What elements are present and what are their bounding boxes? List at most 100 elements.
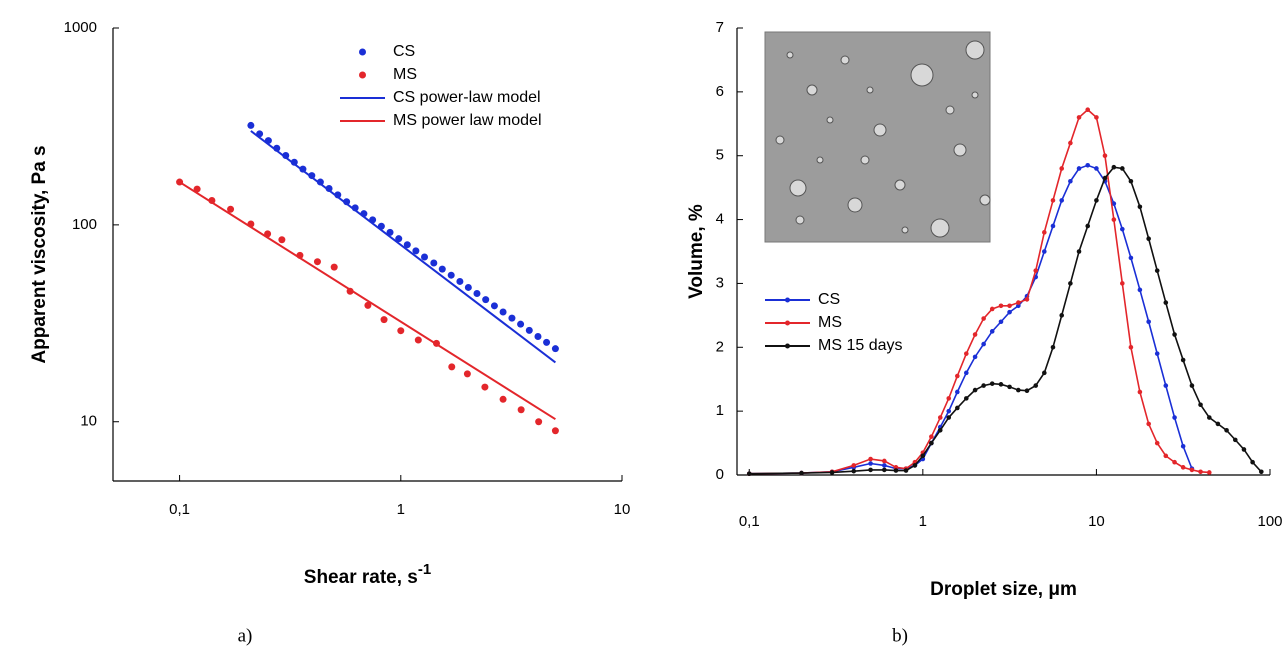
data-point (1111, 217, 1117, 222)
data-point (972, 387, 978, 393)
data-point (463, 370, 471, 378)
data-point (882, 467, 887, 473)
data-point (946, 408, 952, 414)
data-point (1154, 351, 1160, 356)
data-point (1172, 459, 1177, 465)
data-point (1033, 268, 1039, 273)
data-point (851, 463, 857, 468)
x-axis-label: Droplet size, μm (930, 579, 1077, 600)
data-point (1016, 300, 1021, 305)
data-point (551, 345, 559, 353)
data-point (447, 271, 455, 279)
data-point (1068, 178, 1073, 184)
data-point (1241, 447, 1247, 452)
data-point (490, 302, 498, 310)
y-tick-label: 2 (716, 338, 724, 355)
data-point (1042, 230, 1047, 235)
data-point (1180, 357, 1186, 363)
data-point (1137, 204, 1143, 210)
data-point (525, 326, 533, 334)
data-point (829, 470, 835, 475)
caption: a) (238, 625, 253, 646)
y-tick-label: 100 (72, 216, 97, 233)
data-point (955, 373, 960, 379)
data-point (937, 428, 943, 433)
x-label-text: Shear rate, s (304, 567, 418, 588)
data-point (893, 468, 899, 473)
data-point (508, 314, 516, 322)
data-point (1007, 384, 1012, 390)
data-point (1085, 107, 1091, 113)
data-point (964, 370, 969, 376)
legend-label: MS (818, 314, 842, 331)
data-point (386, 228, 394, 236)
data-point (799, 470, 804, 476)
data-point (1232, 437, 1238, 443)
data-point (464, 283, 472, 291)
data-point (1102, 175, 1108, 181)
data-point (397, 327, 405, 335)
y-tick-label: 1000 (64, 19, 97, 36)
data-point (1180, 443, 1186, 449)
data-point (964, 351, 969, 356)
data-point (330, 263, 338, 271)
x-tick-label: 1 (397, 501, 405, 518)
data-point (278, 236, 286, 244)
data-point (920, 453, 926, 459)
data-point (1050, 223, 1056, 229)
data-point (1094, 115, 1099, 120)
data-point (1137, 389, 1143, 395)
data-point (380, 316, 388, 324)
data-point (414, 336, 422, 344)
data-point (946, 396, 952, 401)
data-point (499, 395, 507, 403)
data-point (1042, 370, 1047, 376)
data-point (1128, 255, 1134, 261)
data-point (912, 463, 918, 468)
data-point (1137, 287, 1143, 293)
data-point (929, 434, 934, 439)
legend-marker (785, 320, 790, 326)
x-tick-label: 10 (614, 501, 631, 518)
x-tick-label: 1 (919, 513, 927, 530)
data-point (412, 247, 420, 255)
data-point (1120, 281, 1125, 286)
data-point (1102, 153, 1108, 159)
data-point (551, 427, 559, 435)
data-point (1189, 383, 1195, 388)
data-point (316, 178, 324, 186)
data-point (227, 205, 235, 213)
chart: 0,1 1 10 100 0 1 2 3 4 5 6 7 Droplet size, μm Volume,… (686, 19, 1283, 646)
data-point (1068, 140, 1073, 146)
data-point (535, 418, 543, 426)
data-point (998, 303, 1004, 309)
data-point (989, 329, 995, 334)
data-point (1128, 178, 1134, 184)
data-point (981, 316, 986, 321)
data-point (534, 332, 542, 340)
caption: b) (892, 625, 908, 646)
data-point (1206, 470, 1212, 475)
data-point (882, 463, 887, 468)
data-point (1163, 300, 1169, 305)
data-point (1250, 459, 1255, 465)
y-tick-label: 1 (716, 402, 724, 419)
data-point (868, 461, 873, 466)
data-point (403, 241, 411, 249)
data-point (1146, 319, 1151, 325)
data-point (1163, 453, 1169, 459)
y-tick-label: 6 (716, 83, 724, 100)
data-point (308, 172, 316, 180)
data-point (955, 389, 960, 395)
data-point (998, 319, 1004, 325)
data-point (1198, 402, 1203, 408)
series-line (250, 130, 557, 364)
data-point (955, 405, 960, 411)
x-tick-label: 0,1 (739, 513, 760, 530)
data-point (1146, 236, 1151, 242)
data-point (1224, 428, 1229, 433)
data-point (937, 415, 943, 420)
data-point (1059, 198, 1065, 203)
data-point (1172, 332, 1177, 337)
data-point (981, 341, 986, 347)
